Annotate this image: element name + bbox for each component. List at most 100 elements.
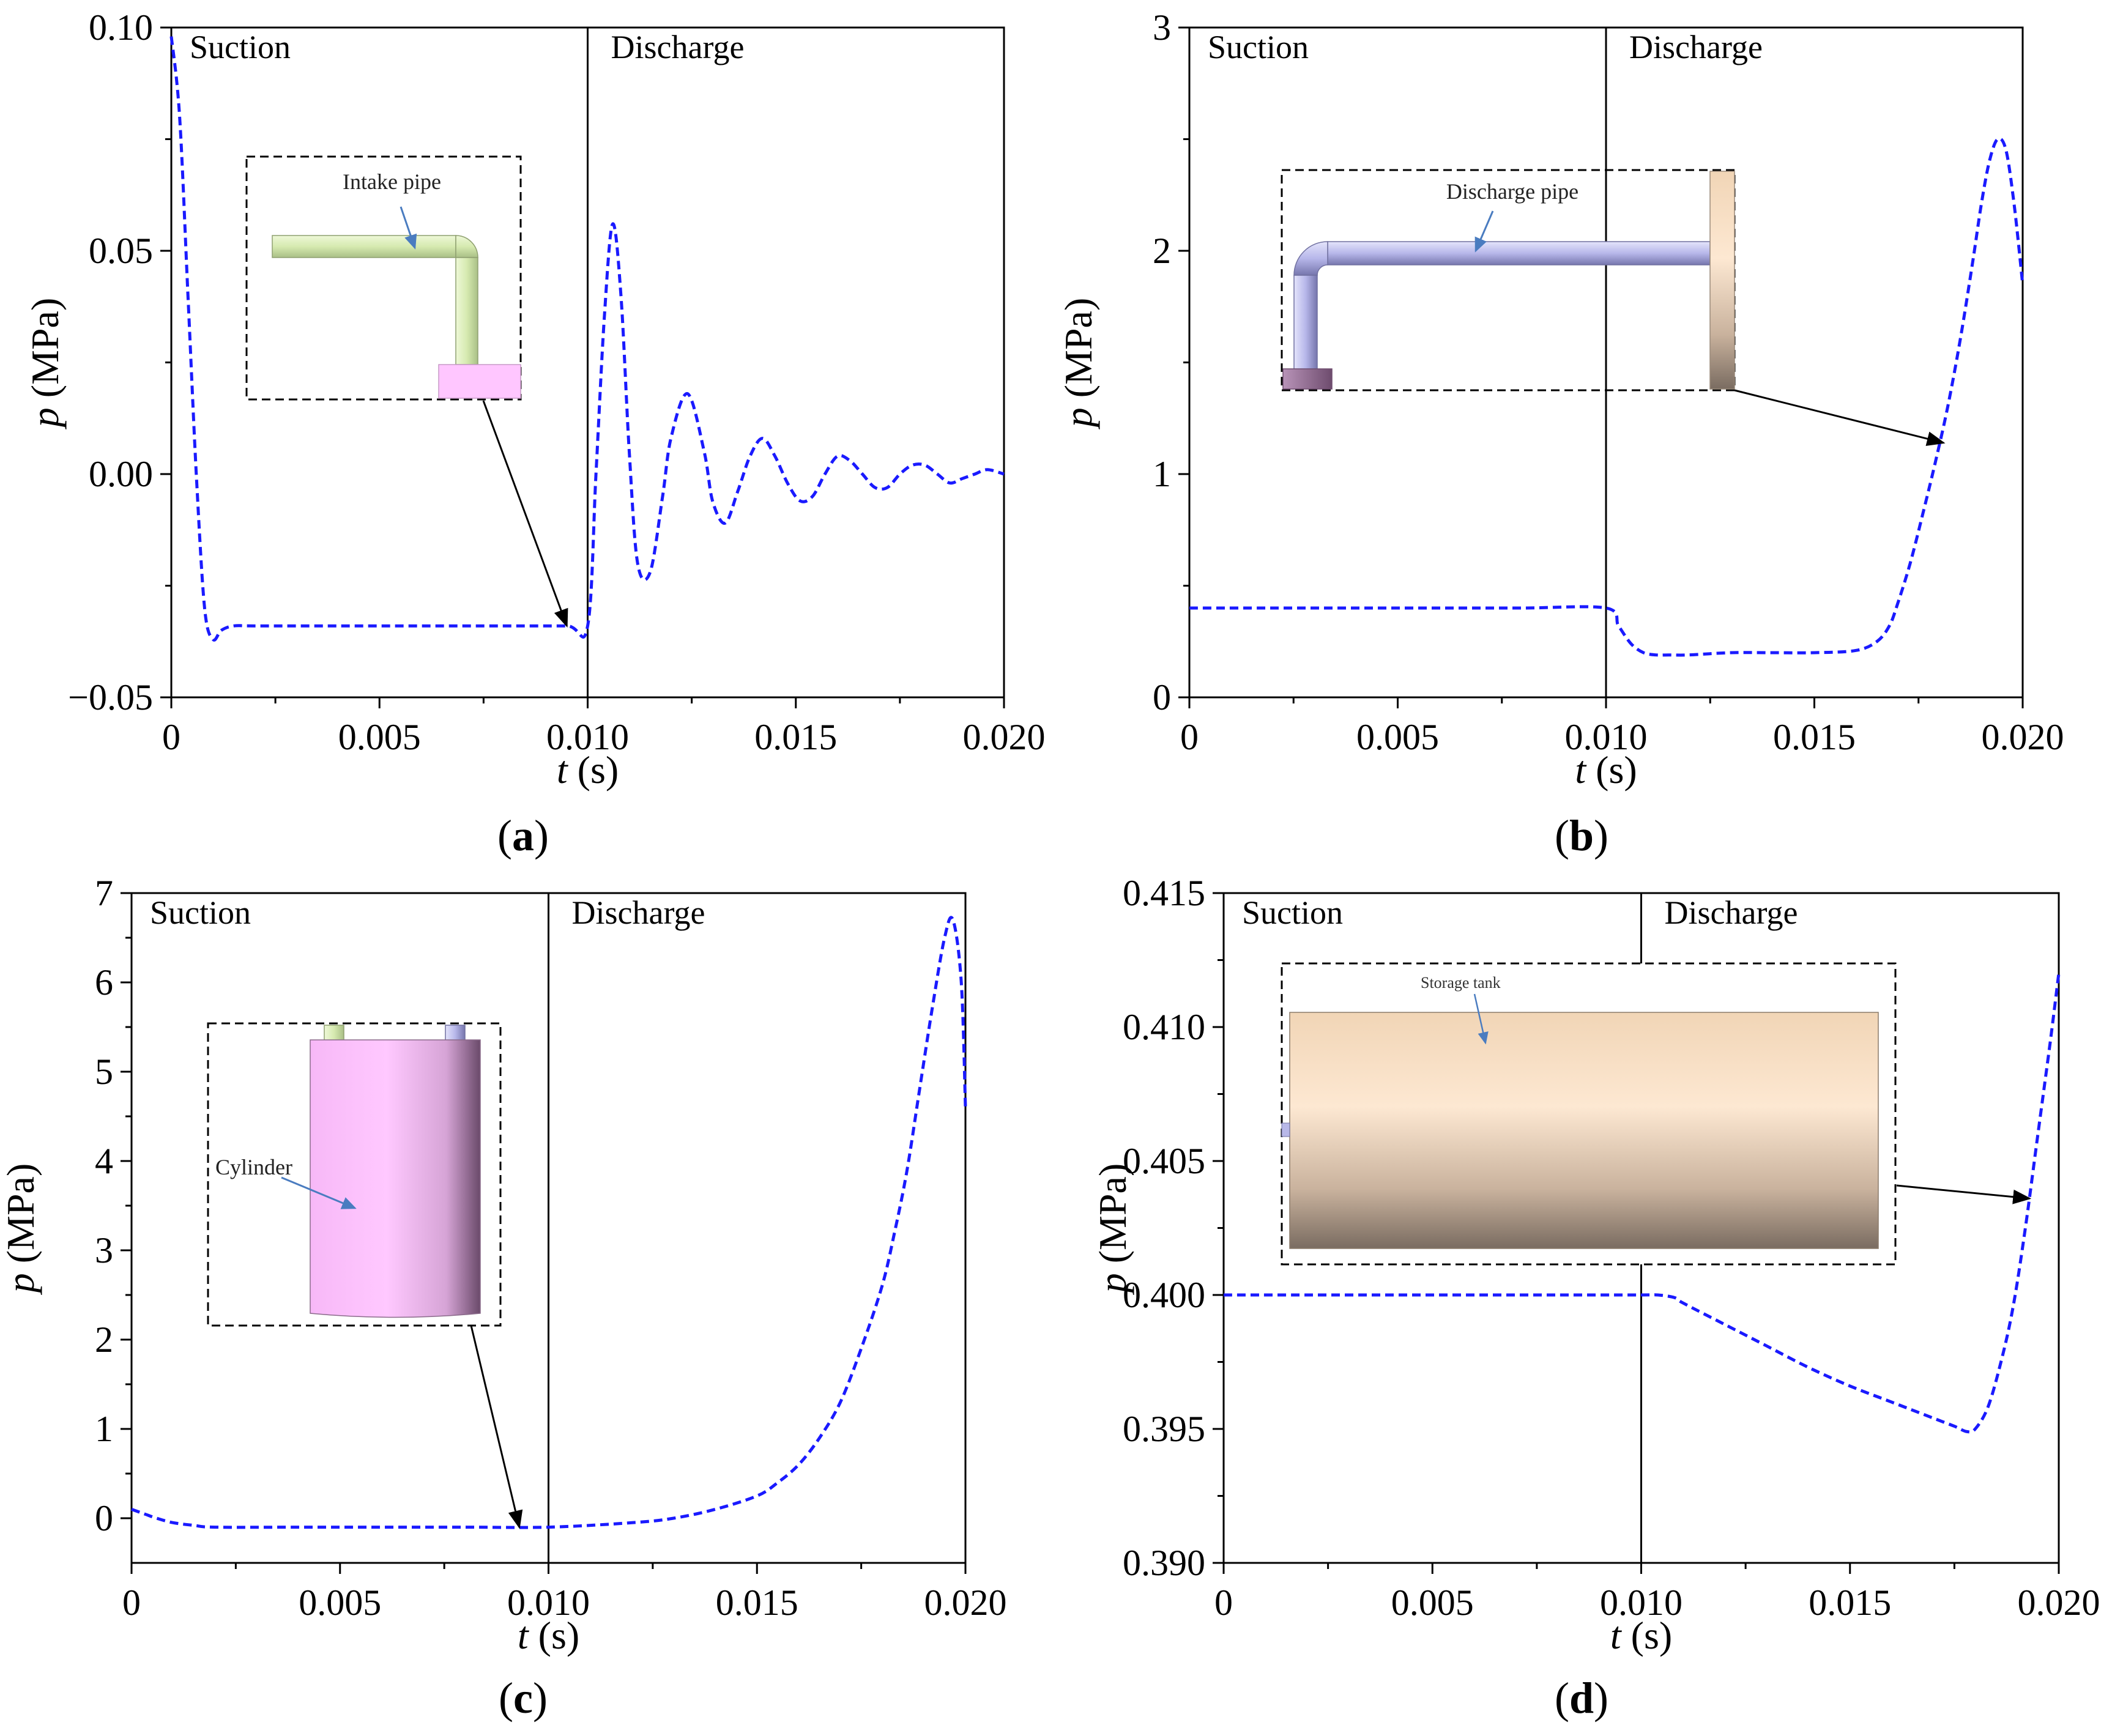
x-tick-label: 0.015 [754,717,837,757]
inset-storage-tank: Storage tank [1281,962,1897,1266]
y-tick-label: 1 [1153,454,1171,494]
x-tick-label: 0 [1214,1582,1233,1623]
phase-label-suction: Suction [190,29,291,65]
y-tick-label: 2 [95,1319,113,1360]
phase-label-discharge: Discharge [572,894,705,931]
x-axis-label: t (s) [557,748,619,792]
series-line-p [131,916,967,1529]
x-axis-label: t (s) [1575,748,1637,792]
phase-label-discharge: Discharge [1629,29,1763,65]
y-tick-label: 2 [1153,231,1171,271]
x-tick-label: 0.020 [963,717,1046,757]
panel-label-c: (c) [499,1674,548,1723]
y-axis-label: p (MPa) [0,1163,42,1296]
x-tick-label: 0.005 [1391,1582,1474,1623]
y-tick-label: 7 [95,873,113,913]
x-axis-label: t (s) [1610,1614,1672,1657]
y-tick-label: 4 [95,1141,113,1181]
y-tick-label: 0.05 [89,231,153,271]
inset-intake-pipe: Intake pipe [245,155,522,401]
y-tick-label: 0.390 [1123,1543,1205,1583]
inset-pointer-arrow [400,206,417,250]
panel-label-d: (d) [1555,1674,1608,1723]
panel-d: 0 0.005 0.010 0.015 0.020 0.390 0.395 0.400 0.40… [1091,873,2100,1723]
tank-inlet [1281,1122,1290,1137]
inset-label-a: Intake pipe [343,169,441,194]
phase-label-suction: Suction [1208,29,1309,65]
y-tick-label: 0 [1153,677,1171,718]
inlet-stub [324,1025,344,1042]
inset-pointer-arrow [281,1176,357,1209]
x-tick-label: 0 [1180,717,1199,757]
plot-area-c: 0 0.005 0.010 0.015 0.020 0 1 2 3 4 5 6 7 Suction Disc… [0,873,1007,1657]
y-tick-label: 3 [95,1230,113,1270]
inset-label-d: Storage tank [1421,974,1501,992]
phase-label-suction: Suction [150,894,251,931]
x-tick-label: 0.010 [1565,717,1648,757]
plot-area-a: 0 0.005 0.010 0.015 0.020 −0.05 0.00 0.05 0.10 Su… [23,7,1046,792]
x-tick-label: 0.005 [1356,717,1439,757]
inset-pointer-arrow [1473,993,1489,1045]
pipe-elbow [455,235,478,258]
y-tick-label: 0.10 [89,7,153,48]
pipe-vertical [455,257,478,365]
x-tick-label: 0.015 [1773,717,1856,757]
y-tick-label: 0.00 [89,454,153,494]
y-axis-label: p (MPa) [1091,1163,1134,1296]
inset-frame [245,155,522,401]
series-line-p [1223,973,2061,1434]
inset-label-c: Cylinder [215,1155,292,1179]
inset-cylinder: Cylinder [207,1022,502,1327]
y-tick-label: 5 [95,1052,113,1092]
phase-label-discharge: Discharge [611,29,745,65]
x-tick-label: 0.020 [1982,717,2064,757]
pipe-elbow [1293,241,1328,276]
cylinder-head [438,364,521,399]
x-tick-label: 0 [162,717,180,757]
pipe-vertical [1293,275,1318,371]
series-line-p [1189,137,2025,657]
x-axis-label: t (s) [518,1614,579,1657]
callout-arrow [470,1325,523,1529]
x-tick-label: 0.015 [1809,1582,1891,1623]
y-tick-label: 0.410 [1123,1007,1205,1047]
panel-label-a: (a) [497,811,549,860]
plot-area-d: 0 0.005 0.010 0.015 0.020 0.390 0.395 0.400 0.40… [1091,873,2100,1657]
panel-label-b: (b) [1555,811,1608,860]
tank-body [1289,1012,1879,1249]
y-axis-label: p (MPa) [1057,298,1100,430]
y-tick-label: 1 [95,1409,113,1449]
plot-area-b: 0 0.005 0.010 0.015 0.020 0 1 2 3 Suction Discharg… [1057,7,2064,792]
panel-b: 0 0.005 0.010 0.015 0.020 0 1 2 3 Suction Discharg… [1057,7,2064,860]
inset-frame [207,1022,502,1327]
callout-arrow [482,400,568,628]
x-tick-label: 0.015 [716,1582,798,1623]
x-tick-label: 0.005 [338,717,421,757]
x-tick-label: 0.020 [924,1582,1007,1623]
tank-edge [1709,171,1735,390]
y-tick-label: 0.400 [1123,1275,1205,1315]
y-tick-label: 3 [1153,7,1171,48]
y-tick-label: 0.405 [1123,1141,1205,1181]
pipe-flange [1282,368,1333,390]
y-axis-label: p (MPa) [23,298,67,430]
pipe-horizontal [1327,241,1711,265]
x-tick-label: 0.010 [546,717,629,757]
x-tick-label: 0.010 [1600,1582,1683,1623]
y-tick-label: −0.05 [68,677,153,718]
inset-pointer-arrow [1474,210,1494,253]
inset-label-b: Discharge pipe [1446,179,1578,204]
x-tick-label: 0.020 [2018,1582,2100,1623]
x-tick-label: 0.005 [299,1582,381,1623]
y-tick-label: 6 [95,962,113,1003]
pipe-horizontal [272,235,456,258]
callout-arrow [1734,389,1946,446]
y-tick-label: 0.415 [1123,873,1205,913]
panel-a: 0 0.005 0.010 0.015 0.020 −0.05 0.00 0.05 0.10 Su… [23,7,1046,860]
y-tick-label: 0 [95,1498,113,1538]
x-tick-label: 0 [122,1582,141,1623]
outlet-stub [445,1025,466,1042]
panel-c: 0 0.005 0.010 0.015 0.020 0 1 2 3 4 5 6 7 Suction Disc… [0,873,1007,1723]
y-tick-label: 0.395 [1123,1409,1205,1449]
